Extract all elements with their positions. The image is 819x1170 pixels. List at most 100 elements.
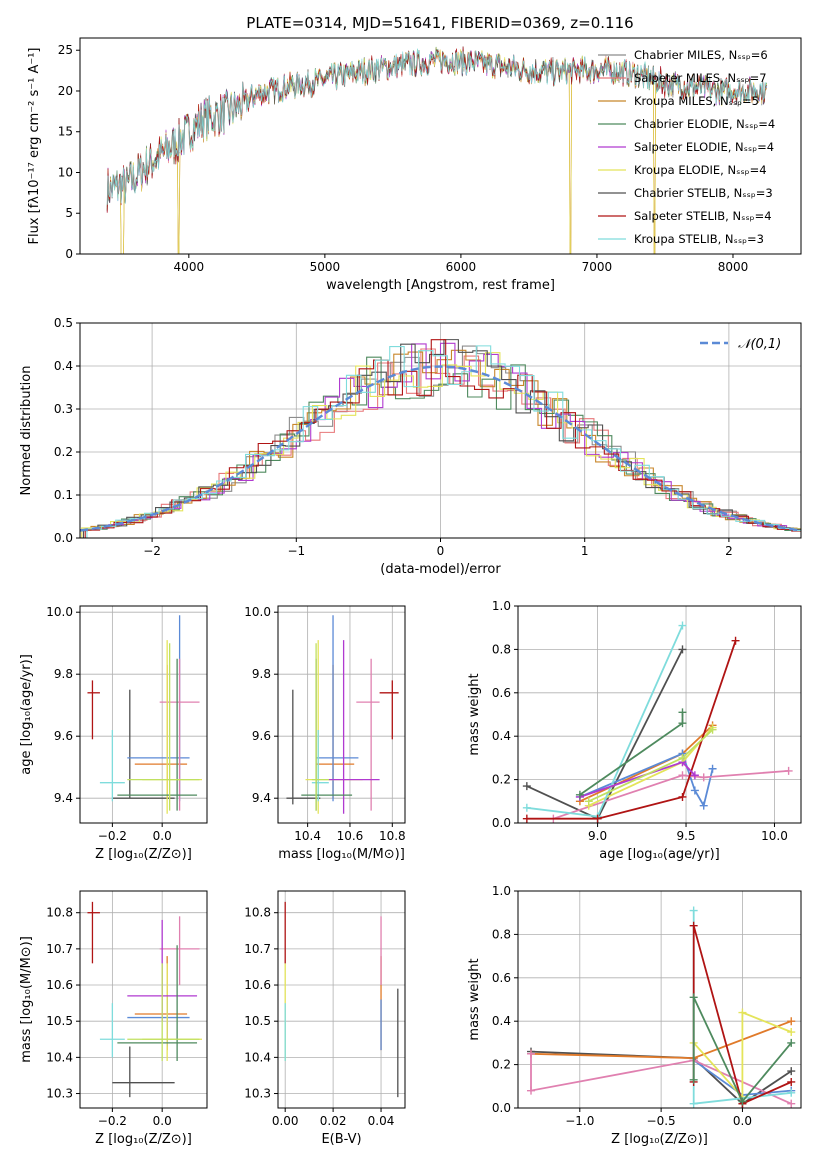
weight-point-marker: [787, 1028, 796, 1037]
weight-point-marker: [690, 786, 699, 795]
y-tick-label: 10.6: [46, 978, 73, 992]
plot-area: [87, 615, 203, 814]
y-tick-label: 0.6: [492, 686, 511, 700]
weight-series-line: [553, 770, 789, 820]
weight-point-marker: [708, 725, 717, 734]
legend-entry: Kroupa ELODIE, Nₛₛₚ=4: [634, 163, 767, 177]
y-tick-label: 10.8: [46, 906, 73, 920]
legend-entry: Salpeter STELIB, Nₛₛₚ=4: [634, 209, 772, 223]
weight-series-line: [530, 1050, 792, 1105]
y-tick-label: 25: [58, 43, 73, 57]
y-axis-label: mass [log₁₀(M/M⊙)]: [19, 936, 34, 1063]
y-tick-label: 10: [58, 165, 73, 179]
x-tick-label: −0.2: [98, 829, 127, 843]
y-tick-label: 10.0: [46, 605, 73, 619]
legend-entry: Kroupa MILES, Nₛₛₚ=5: [634, 94, 759, 108]
figure-title: PLATE=0314, MJD=51641, FIBERID=0369, z=0…: [246, 14, 633, 32]
y-tick-label: 0.3: [54, 402, 73, 416]
y-tick-label: 10.8: [244, 906, 271, 920]
histogram-series: [84, 339, 801, 538]
weight-point-marker: [689, 921, 698, 930]
x-tick-label: 8000: [718, 260, 749, 274]
y-axis-label: mass weight: [467, 958, 482, 1040]
weight-point-marker: [689, 1075, 698, 1084]
weight-point-marker: [784, 766, 793, 775]
y-tick-label: 0.1: [54, 488, 73, 502]
x-tick-label: 2: [725, 544, 733, 558]
y-tick-label: 0.0: [492, 1101, 511, 1115]
weight-point-marker: [522, 814, 531, 823]
axes-frame: [277, 605, 406, 824]
y-tick-label: 10.4: [244, 1050, 271, 1064]
y-tick-label: 10.5: [46, 1014, 73, 1028]
histogram-series: [81, 352, 801, 538]
x-axis-label: Z [log₁₀(Z/Z⊙)]: [95, 1132, 192, 1147]
y-tick-label: 0.5: [54, 316, 73, 330]
spectrum-series-line: [106, 46, 767, 213]
weight-point-marker: [787, 1017, 796, 1026]
x-tick-label: 0.0: [153, 1114, 172, 1128]
y-tick-label: 10.6: [244, 978, 271, 992]
y-tick-label: 10.7: [46, 942, 73, 956]
weight-point-marker: [787, 1088, 796, 1097]
histogram-series: [80, 345, 795, 532]
plot-area: [286, 615, 399, 814]
y-tick-label: 10.0: [244, 605, 271, 619]
x-axis-label: Z [log₁₀(Z/Z⊙)]: [611, 1132, 708, 1147]
plot-area: [80, 339, 801, 538]
y-axis-label: Flux [fλ10⁻¹⁷ erg cm⁻² s⁻¹ A⁻¹]: [27, 48, 42, 245]
x-tick-label: −1.0: [565, 1114, 594, 1128]
legend-entry: 𝒩(0,1): [738, 337, 781, 352]
weight-point-marker: [593, 814, 602, 823]
y-tick-label: 0.6: [492, 971, 511, 985]
x-tick-label: 0.04: [368, 1114, 395, 1128]
x-tick-label: 0.0: [733, 1114, 752, 1128]
x-tick-label: 10.6: [337, 829, 364, 843]
axes-frame: [79, 37, 802, 255]
x-tick-label: 10.8: [379, 829, 406, 843]
y-tick-label: 0.2: [492, 773, 511, 787]
weight-point-marker: [708, 764, 717, 773]
chart-age-vs-Z: −0.2 0.0 9.4 9.6 9.8 10.0 Z [log₁₀(Z/Z⊙)] age […: [19, 605, 208, 862]
y-tick-label: 0.4: [54, 359, 73, 373]
x-tick-label: 7000: [582, 260, 613, 274]
histogram-series: [80, 356, 800, 531]
y-tick-label: 9.4: [252, 791, 271, 805]
legend-entry: Salpeter ELODIE, Nₛₛₚ=4: [634, 140, 774, 154]
weight-point-marker: [689, 993, 698, 1002]
weight-point-marker: [575, 790, 584, 799]
x-tick-label: −0.2: [98, 1114, 127, 1128]
y-tick-label: 1.0: [492, 884, 511, 898]
legend-entry: Chabrier MILES, Nₛₛₚ=6: [634, 48, 768, 62]
y-tick-label: 0: [65, 247, 73, 261]
x-axis-label: (data-model)/error: [380, 562, 501, 577]
weight-point-marker: [689, 1099, 698, 1108]
weight-point-marker: [522, 782, 531, 791]
axes-frame: [277, 890, 406, 1109]
spectrum-series-line: [106, 48, 768, 205]
y-tick-label: 20: [58, 84, 73, 98]
x-tick-label: 6000: [446, 260, 477, 274]
y-tick-label: 10.5: [244, 1014, 271, 1028]
y-axis-label: age [log₁₀(age/yr)]: [19, 654, 34, 775]
x-tick-label: 9.0: [588, 829, 607, 843]
axes-frame: [79, 890, 208, 1109]
chart-weight-vs-Z: −1.0 −0.5 0.0 0.0 0.2 0.4 0.6 0.8 1.0 Z [log₁₀(Z/…: [467, 884, 802, 1147]
axes-frame: [517, 890, 802, 1109]
weight-point-marker: [678, 753, 687, 762]
axes-frame: [79, 605, 208, 824]
y-tick-label: 0.0: [54, 531, 73, 545]
y-tick-label: 10.4: [46, 1050, 73, 1064]
chart-age-vs-mass: 10.4 10.6 10.8 9.4 9.6 9.8 10.0 mass [log₁₀(M/M…: [244, 605, 405, 862]
y-tick-label: 0.8: [492, 927, 511, 941]
y-tick-label: 0.8: [492, 642, 511, 656]
normal-curve: [80, 365, 801, 532]
y-axis-label: Normed distribution: [19, 366, 34, 496]
x-tick-label: 0.02: [320, 1114, 347, 1128]
weight-point-marker: [678, 771, 687, 780]
x-tick-label: 0.00: [272, 1114, 299, 1128]
y-tick-label: 5: [65, 206, 73, 220]
weight-point-marker: [678, 708, 687, 717]
y-tick-label: 9.8: [252, 667, 271, 681]
weight-point-marker: [699, 801, 708, 810]
